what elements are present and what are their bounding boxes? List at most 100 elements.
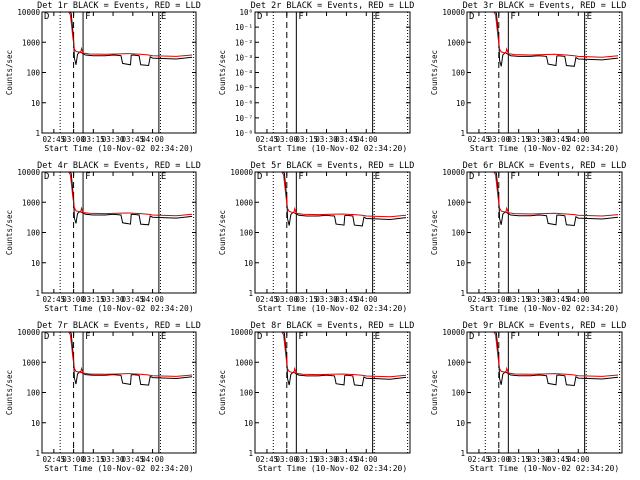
plot-frame — [466, 171, 623, 294]
marker-label-e: E — [161, 332, 166, 342]
marker-label-e: E — [161, 172, 166, 182]
y-tick-label: 1 — [35, 289, 40, 298]
x-tick-label: 03:45 — [547, 295, 570, 304]
y-tick-label: 1 — [35, 449, 40, 458]
y-tick-label: 10 — [456, 259, 466, 268]
x-axis-label: Start Time (10-Nov-02 02:34:20) — [470, 144, 619, 153]
y-tick-label: 1000 — [22, 198, 41, 207]
marker-label-f: F — [85, 332, 90, 342]
y-axis-label: Counts/sec — [430, 50, 439, 95]
marker-label-d: D — [257, 172, 262, 182]
events-series-line — [494, 172, 619, 227]
series-group — [68, 12, 193, 67]
y-tick-label: 1000 — [447, 38, 466, 47]
lld-series-line — [281, 172, 407, 218]
x-tick-label: 03:00 — [62, 135, 85, 144]
x-tick-label: 04:00 — [355, 455, 378, 464]
x-tick-label: 02:45 — [468, 455, 491, 464]
x-tick-label: 03:45 — [335, 455, 358, 464]
marker-label-f: F — [85, 172, 90, 182]
marker-label-e: E — [375, 332, 380, 342]
y-tick-label: 1 — [35, 129, 40, 138]
x-tick-label: 04:00 — [141, 295, 164, 304]
x-tick-label: 03:45 — [547, 135, 570, 144]
x-tick-label: 03:30 — [102, 295, 125, 304]
x-tick-label: 04:00 — [567, 295, 590, 304]
x-tick-label: 03:00 — [276, 135, 299, 144]
y-tick-label: 100 — [26, 389, 40, 398]
y-tick-label: 10 — [456, 419, 466, 428]
x-tick-label: 03:15 — [295, 135, 318, 144]
y-tick-label: 10000 — [442, 8, 465, 17]
guide-lines — [59, 12, 195, 133]
x-tick-label: 03:15 — [82, 455, 105, 464]
y-tick-label: 1000 — [447, 358, 466, 367]
panel-title: Det 1r BLACK = Events, RED = LLD — [37, 1, 201, 11]
x-tick-label: 03:15 — [82, 135, 105, 144]
guide-lines — [59, 332, 195, 453]
lld-series-line — [68, 12, 193, 57]
x-tick-label: 03:30 — [315, 455, 338, 464]
y-tick-label: 1000 — [22, 38, 41, 47]
x-tick-label: 03:45 — [122, 455, 145, 464]
marker-label-d: D — [44, 172, 49, 182]
events-series-line — [282, 332, 407, 387]
y-tick-label: 10 — [31, 99, 41, 108]
x-axis-label: Start Time (10-Nov-02 02:34:20) — [258, 144, 407, 153]
y-tick-label: 10 — [244, 259, 254, 268]
marker-label-f: F — [298, 12, 303, 22]
marker-label-f: F — [85, 12, 90, 22]
x-axis-label: Start Time (10-Nov-02 02:34:20) — [258, 304, 407, 313]
y-tick-label: 100 — [451, 389, 465, 398]
x-tick-label: 03:15 — [295, 455, 318, 464]
y-tick-label: 100 — [26, 229, 40, 238]
y-tick-label: 10000 — [442, 328, 465, 337]
guide-lines — [59, 172, 195, 293]
x-tick-label: 03:30 — [315, 135, 338, 144]
marker-label-d: D — [257, 12, 262, 22]
y-axis-label: Counts/sec — [218, 210, 227, 255]
events-series-line — [282, 172, 407, 227]
x-tick-label: 02:45 — [468, 295, 491, 304]
y-tick-label: 100 — [451, 69, 465, 78]
x-tick-label: 03:00 — [62, 295, 85, 304]
y-tick-label: 10000 — [17, 8, 40, 17]
series-group — [68, 172, 193, 226]
guide-lines — [272, 172, 409, 293]
x-tick-label: 03:30 — [527, 455, 550, 464]
y-axis-label: Counts/sec — [430, 370, 439, 415]
x-tick-label: 03:00 — [488, 295, 511, 304]
panel-title: Det 4r BLACK = Events, RED = LLD — [37, 161, 201, 171]
events-series-line — [494, 12, 619, 67]
lld-series-line — [493, 332, 619, 377]
events-series-line — [69, 12, 193, 67]
x-tick-label: 03:45 — [122, 135, 145, 144]
y-axis-label: Counts/sec — [5, 50, 14, 95]
marker-label-d: D — [469, 172, 474, 182]
plot-frame — [254, 11, 411, 134]
marker-label-e: E — [587, 172, 592, 182]
y-tick-label: 10⁻⁷ — [235, 114, 253, 123]
y-axis-label: Counts/sec — [218, 50, 227, 95]
y-tick-label: 1 — [460, 289, 465, 298]
x-tick-label: 03:30 — [102, 455, 125, 464]
series-group — [493, 12, 619, 67]
guide-lines — [484, 12, 621, 133]
marker-label-f: F — [298, 332, 303, 342]
y-tick-label: 10⁻⁴ — [235, 69, 253, 78]
plot-frame — [41, 171, 197, 294]
x-tick-label: 04:00 — [141, 455, 164, 464]
y-tick-label: 100 — [239, 229, 253, 238]
panel-title: Det 6r BLACK = Events, RED = LLD — [463, 161, 627, 171]
y-tick-label: 100 — [26, 69, 40, 78]
y-tick-label: 1000 — [447, 198, 466, 207]
y-tick-label: 1000 — [235, 198, 254, 207]
x-tick-label: 02:45 — [256, 295, 279, 304]
marker-label-d: D — [44, 332, 49, 342]
plot-frame — [254, 331, 411, 454]
x-tick-label: 03:00 — [276, 295, 299, 304]
